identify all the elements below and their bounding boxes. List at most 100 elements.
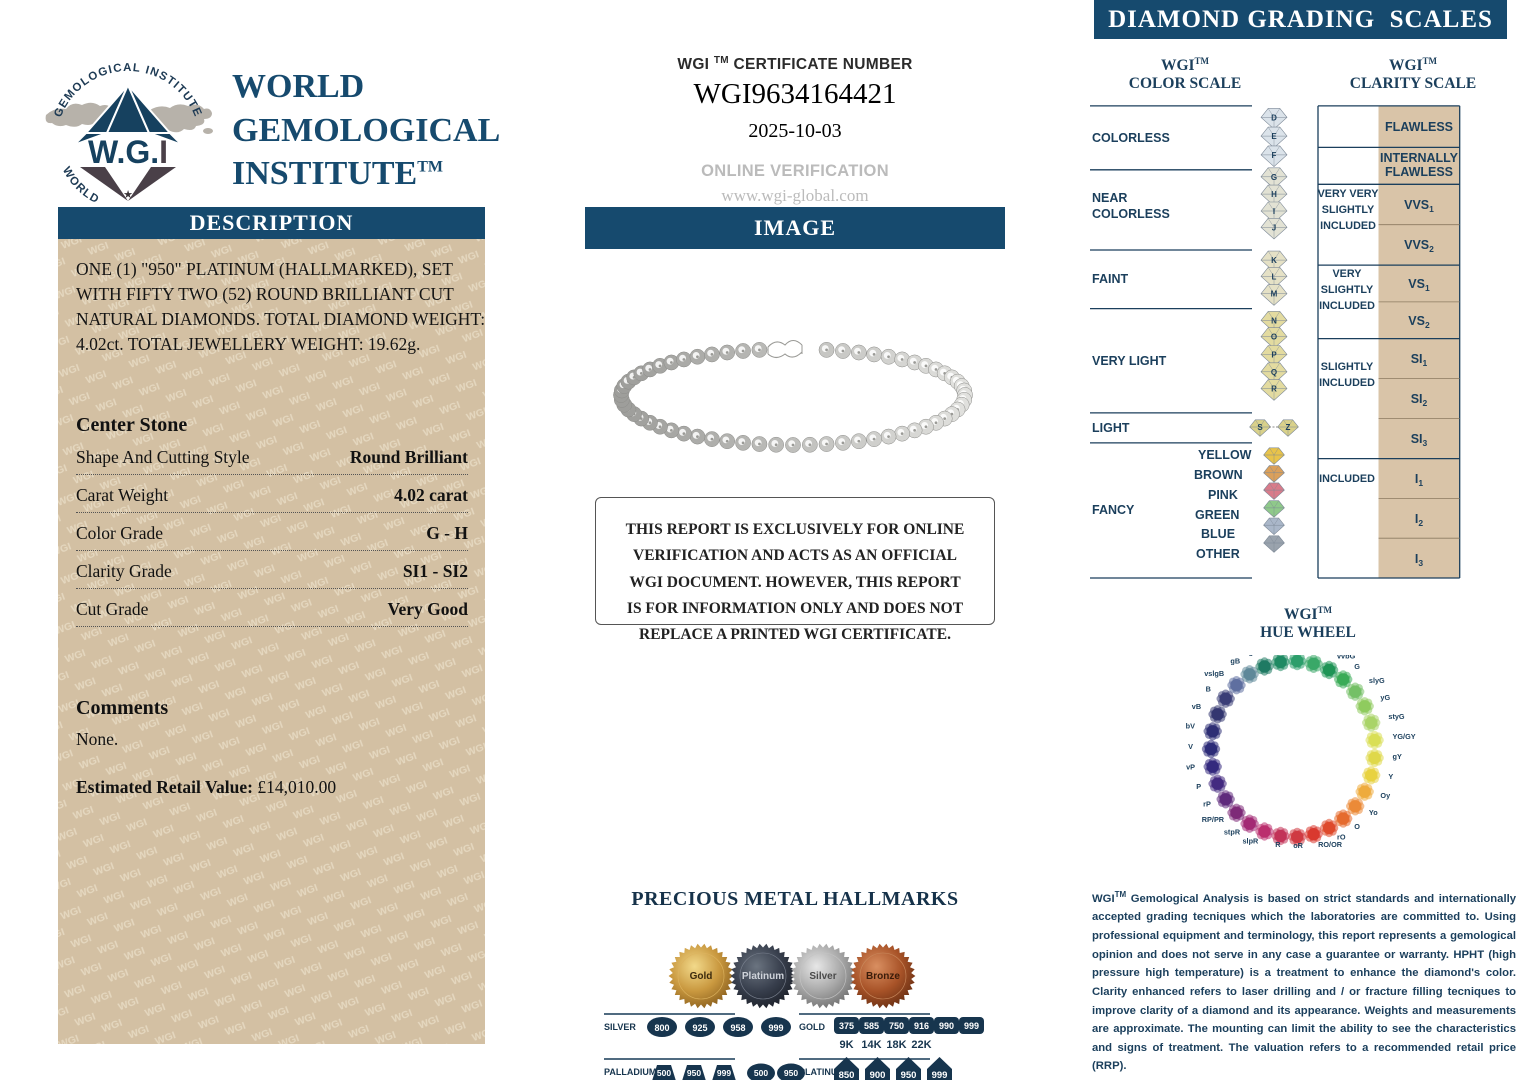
- svg-text:COLORLESS: COLORLESS: [1092, 207, 1170, 221]
- svg-text:R: R: [1271, 385, 1277, 394]
- svg-text:oR: oR: [1293, 841, 1303, 850]
- svg-text:G: G: [1354, 662, 1360, 671]
- svg-text:vB: vB: [1192, 702, 1201, 711]
- svg-text:gY: gY: [1393, 752, 1402, 761]
- svg-text:RO/OR: RO/OR: [1318, 840, 1343, 849]
- svg-text:vslgB: vslgB: [1238, 655, 1258, 656]
- svg-text:SLIGHTLY: SLIGHTLY: [1321, 361, 1374, 373]
- svg-text:bV: bV: [1186, 722, 1195, 731]
- svg-text:I: I: [1273, 207, 1275, 216]
- svg-text:yG: yG: [1380, 693, 1390, 702]
- svg-text:INCLUDED: INCLUDED: [1319, 473, 1375, 485]
- svg-text:FAINT: FAINT: [1092, 272, 1128, 286]
- svg-text:P: P: [1271, 351, 1277, 360]
- svg-text:950: 950: [784, 1068, 798, 1078]
- svg-text:slyG: slyG: [1369, 676, 1385, 685]
- svg-text:VERY VERY: VERY VERY: [1318, 188, 1380, 200]
- svg-text:RP/PR: RP/PR: [1202, 815, 1225, 824]
- svg-text:Yo: Yo: [1369, 808, 1378, 817]
- svg-text:K: K: [1271, 256, 1277, 265]
- svg-text:G: G: [1271, 173, 1277, 182]
- svg-text:D: D: [1271, 113, 1277, 122]
- svg-text:916: 916: [914, 1021, 929, 1031]
- svg-text:stpR: stpR: [1224, 828, 1241, 837]
- svg-text:vvbG: vvbG: [1337, 655, 1356, 660]
- svg-text:VERY: VERY: [1332, 268, 1362, 280]
- svg-text:950: 950: [901, 1070, 917, 1080]
- svg-text:FANCY: FANCY: [1092, 503, 1135, 517]
- svg-text:GREEN: GREEN: [1195, 508, 1239, 522]
- svg-text:9K: 9K: [839, 1039, 853, 1051]
- svg-text:rP: rP: [1203, 800, 1211, 809]
- svg-text:999: 999: [932, 1070, 948, 1080]
- svg-text:slpR: slpR: [1242, 837, 1259, 846]
- svg-text:PINK: PINK: [1208, 488, 1238, 502]
- svg-text:P: P: [1196, 782, 1201, 791]
- svg-text:gB: gB: [1230, 656, 1240, 665]
- svg-text:vslgB: vslgB: [1204, 669, 1224, 678]
- svg-text:375: 375: [839, 1021, 854, 1031]
- svg-text:Y: Y: [1388, 772, 1393, 781]
- svg-text:850: 850: [839, 1070, 855, 1080]
- svg-text:★: ★: [123, 189, 133, 201]
- svg-text:999: 999: [717, 1068, 731, 1078]
- svg-text:FLAWLESS: FLAWLESS: [1385, 165, 1453, 179]
- svg-text:Platinum: Platinum: [742, 971, 784, 982]
- svg-text:750: 750: [889, 1021, 904, 1031]
- svg-text:W.G.I: W.G.I: [88, 134, 168, 170]
- svg-text:BLUE: BLUE: [1201, 527, 1235, 541]
- svg-text:R: R: [1275, 840, 1281, 849]
- svg-text:Gold: Gold: [690, 971, 713, 982]
- svg-text:500: 500: [657, 1068, 671, 1078]
- svg-text:L: L: [1272, 272, 1277, 281]
- svg-text:vP: vP: [1186, 762, 1195, 771]
- svg-text:YELLOW: YELLOW: [1198, 448, 1252, 462]
- svg-text:900: 900: [870, 1070, 886, 1080]
- svg-text:FLAWLESS: FLAWLESS: [1385, 120, 1453, 134]
- svg-text:999: 999: [768, 1023, 783, 1033]
- svg-text:Z: Z: [1286, 423, 1291, 432]
- svg-text:F: F: [1272, 151, 1277, 160]
- svg-text:LIGHT: LIGHT: [1092, 421, 1130, 435]
- svg-text:PALLADIUM: PALLADIUM: [604, 1067, 656, 1077]
- svg-text:INCLUDED: INCLUDED: [1319, 300, 1375, 312]
- svg-text:YG/GY: YG/GY: [1393, 732, 1416, 741]
- svg-text:B: B: [1206, 684, 1211, 693]
- svg-text:14K: 14K: [861, 1039, 881, 1051]
- svg-text:E: E: [1271, 132, 1277, 141]
- svg-text:SLIGHTLY: SLIGHTLY: [1322, 204, 1375, 216]
- svg-text:950: 950: [687, 1068, 701, 1078]
- svg-text:NEAR: NEAR: [1092, 191, 1127, 205]
- svg-text:SILVER: SILVER: [604, 1022, 636, 1032]
- svg-text:GOLD: GOLD: [799, 1022, 825, 1032]
- svg-text:800: 800: [654, 1023, 669, 1033]
- svg-text:585: 585: [864, 1021, 879, 1031]
- svg-text:M: M: [1271, 290, 1278, 299]
- svg-text:S: S: [1257, 423, 1263, 432]
- svg-text:J: J: [1272, 223, 1276, 232]
- svg-text:H: H: [1271, 190, 1277, 199]
- svg-text:V: V: [1188, 742, 1193, 751]
- svg-text:OTHER: OTHER: [1196, 547, 1240, 561]
- svg-text:INTERNALLY: INTERNALLY: [1380, 151, 1459, 165]
- svg-text:styG: styG: [1388, 712, 1405, 721]
- svg-text:18K: 18K: [886, 1039, 906, 1051]
- svg-text:BROWN: BROWN: [1194, 468, 1243, 482]
- svg-text:Silver: Silver: [809, 971, 836, 982]
- svg-text:Bronze: Bronze: [866, 971, 900, 982]
- svg-text:O: O: [1271, 333, 1277, 342]
- svg-text:VERY LIGHT: VERY LIGHT: [1092, 354, 1167, 368]
- svg-text:Oy: Oy: [1380, 791, 1391, 800]
- svg-text:990: 990: [939, 1021, 954, 1031]
- svg-text:SLIGHTLY: SLIGHTLY: [1321, 284, 1374, 296]
- svg-text:N: N: [1271, 316, 1277, 325]
- svg-text:958: 958: [730, 1023, 745, 1033]
- svg-text:999: 999: [964, 1021, 979, 1031]
- svg-text:500: 500: [754, 1068, 768, 1078]
- svg-text:Q: Q: [1271, 368, 1277, 377]
- svg-text:COLORLESS: COLORLESS: [1092, 131, 1170, 145]
- svg-text:925: 925: [692, 1023, 707, 1033]
- svg-text:INCLUDED: INCLUDED: [1319, 377, 1375, 389]
- svg-text:INCLUDED: INCLUDED: [1320, 220, 1376, 232]
- svg-text:O: O: [1354, 822, 1360, 831]
